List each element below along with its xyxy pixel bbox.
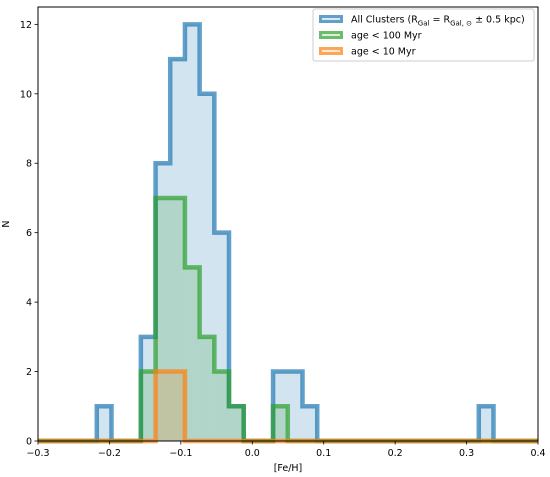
x-axis-label: [Fe/H] <box>274 463 303 474</box>
bar-all-clusters <box>199 93 215 442</box>
legend-label-part: = R <box>429 15 450 26</box>
x-tick-label: −0.3 <box>26 448 49 459</box>
y-tick-label: 12 <box>20 20 32 31</box>
x-tick-label: 0.4 <box>530 448 545 459</box>
legend-label-all-clusters: All Clusters (RGal = RGal, ⊙ ± 0.5 kpc) <box>351 15 525 28</box>
x-tick-label: 0.1 <box>316 448 331 459</box>
legend-entry-all-clusters: All Clusters (RGal = RGal, ⊙ ± 0.5 kpc) <box>319 15 525 28</box>
bar-age-100 <box>273 406 288 441</box>
y-tick-label: 0 <box>26 437 32 448</box>
y-tick-label: 2 <box>26 367 32 378</box>
legend-label-part: ± 0.5 kpc) <box>472 15 525 26</box>
legend-label-part: All Clusters (R <box>351 15 418 26</box>
legend-label-subscript: Gal <box>418 20 430 28</box>
x-tick-label: −0.1 <box>169 448 192 459</box>
legend-entry-age-10: age < 10 Myr <box>319 47 416 58</box>
legend: All Clusters (RGal = RGal, ⊙ ± 0.5 kpc) … <box>312 8 535 62</box>
bar-age-100 <box>214 371 229 441</box>
bar-all-clusters <box>96 406 112 441</box>
x-axis-ticks: −0.3 −0.2 −0.1 0.0 0.1 0.2 0.3 0.4 <box>26 441 546 459</box>
legend-label-age-10: age < 10 Myr <box>351 47 416 58</box>
y-tick-label: 6 <box>26 228 32 239</box>
legend-label-age-100: age < 100 Myr <box>351 31 422 42</box>
bar-age-100 <box>229 406 244 441</box>
bar-all-clusters <box>140 336 156 441</box>
x-tick-label: 0.3 <box>459 448 474 459</box>
x-tick-label: 0.0 <box>245 448 260 459</box>
plot-frame <box>37 6 539 442</box>
y-tick-label: 4 <box>26 298 32 309</box>
legend-entry-age-100: age < 100 Myr <box>319 31 422 42</box>
bar-age-100 <box>155 197 171 441</box>
legend-label-subscript: Gal, ⊙ <box>450 20 472 28</box>
bar-all-clusters <box>214 232 229 441</box>
bar-all-clusters <box>287 371 303 441</box>
x-tick-label: 0.2 <box>388 448 403 459</box>
bar-age-100 <box>170 197 185 441</box>
bar-age-10 <box>170 371 185 441</box>
histogram-bars <box>38 22 538 444</box>
y-axis-ticks: 0 2 4 6 8 10 12 <box>20 20 38 448</box>
bar-all-clusters <box>229 406 244 441</box>
bar-all-clusters <box>302 406 318 441</box>
bar-age-100 <box>184 267 200 441</box>
legend-box <box>312 8 535 62</box>
x-tick-label: −0.2 <box>98 448 121 459</box>
y-axis-label: N <box>1 220 12 227</box>
bar-all-clusters <box>170 59 185 442</box>
bar-all-clusters <box>184 24 200 442</box>
bar-age-100 <box>199 336 215 441</box>
bar-age-100 <box>140 371 156 441</box>
y-tick-label: 10 <box>20 89 32 100</box>
y-tick-label: 8 <box>26 159 32 170</box>
bar-age-10 <box>155 371 171 441</box>
bar-all-clusters <box>478 406 494 441</box>
